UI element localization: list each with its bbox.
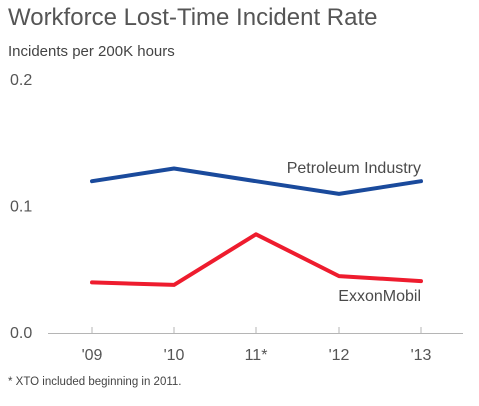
y-tick-label: 0.1 [10,199,32,216]
y-tick-label: 0.2 [10,72,32,89]
x-tick-label: '10 [164,347,185,364]
x-tick-label: '12 [329,347,350,364]
series-label-petroleum-industry: Petroleum Industry [287,160,421,177]
x-tick-label: 11* [245,347,268,364]
chart-title: Workforce Lost-Time Incident Rate [8,4,378,31]
series-line-exxonmobil [90,232,423,287]
y-axis-unit-label: Incidents per 200K hours [8,43,175,60]
footnote: * XTO included beginning in 2011. [8,376,182,388]
series-label-exxonmobil: ExxonMobil [338,288,421,305]
series-line-petroleum-industry [90,166,423,196]
y-tick-label: 0.0 [10,325,32,342]
x-tick-label: '09 [82,347,103,364]
x-tick-label: '13 [411,347,432,364]
